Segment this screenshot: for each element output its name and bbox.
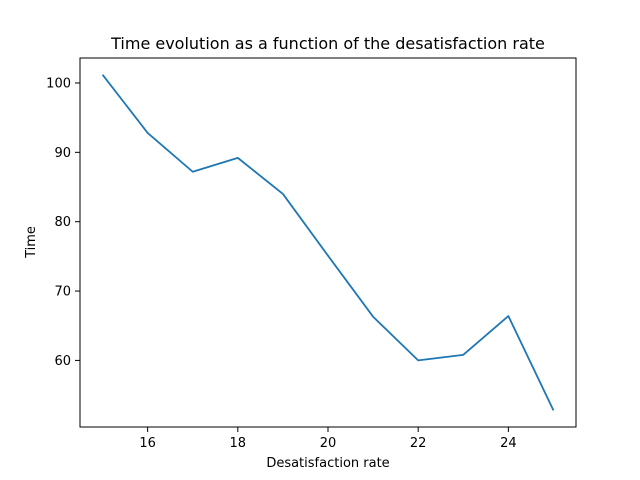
x-tick-label: 22 bbox=[410, 436, 427, 451]
x-tick-label: 20 bbox=[320, 436, 337, 451]
x-tick-label: 24 bbox=[500, 436, 517, 451]
y-tick-label: 60 bbox=[54, 354, 71, 369]
x-axis-label: Desatisfaction rate bbox=[266, 456, 389, 471]
x-tick-label: 18 bbox=[230, 436, 247, 451]
chart-title: Time evolution as a function of the desa… bbox=[110, 34, 545, 53]
plot-area bbox=[79, 57, 577, 428]
y-axis-label: Time bbox=[24, 226, 39, 259]
series-line bbox=[101, 74, 555, 411]
x-tick-label: 16 bbox=[139, 436, 156, 451]
y-tick-label: 100 bbox=[46, 76, 71, 91]
y-tick-label: 70 bbox=[54, 285, 71, 300]
x-axis: 16 18 20 22 24 bbox=[139, 427, 517, 451]
y-tick-label: 80 bbox=[54, 215, 71, 230]
y-tick-label: 90 bbox=[54, 146, 71, 161]
y-axis: 60 70 80 90 100 bbox=[46, 76, 80, 369]
